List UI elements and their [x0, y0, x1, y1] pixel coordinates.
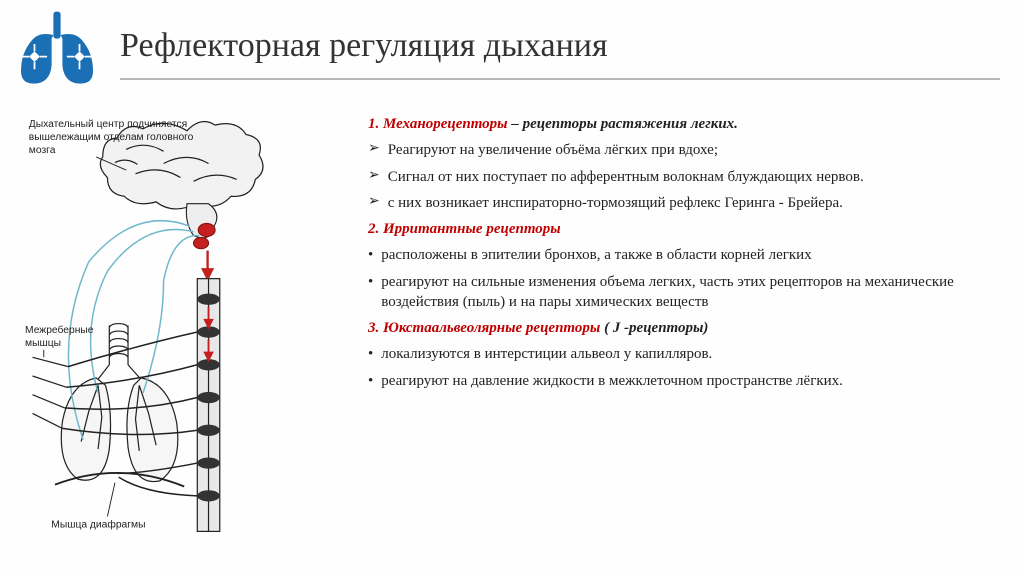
section-title-after: ( J -рецепторы) [600, 320, 708, 336]
bullet-text: реагируют на давление жидкости в межклет… [381, 371, 843, 391]
bullet-dot-icon: • [368, 371, 373, 391]
text-column: 1. Механорецепторы – рецепторы растяжени… [362, 112, 1002, 557]
chevron-icon: ➢ [368, 167, 380, 187]
section-heading: 2. Ирритантные рецепторы [368, 219, 1002, 239]
bullet-dot-icon: • [368, 272, 373, 313]
page-title: Рефлекторная регуляция дыхания [120, 27, 1012, 69]
bullet-item: • расположены в эпителии бронхов, а также… [368, 245, 1002, 265]
section-number: 2. [368, 221, 383, 237]
section-title-red: Механорецепторы [383, 116, 508, 132]
section-title-red: Ирритантные рецепторы [383, 221, 561, 237]
bullet-item: ➢ Реагируют на увеличение объёма лёгких п… [368, 140, 1002, 160]
chevron-icon: ➢ [368, 193, 380, 213]
bullet-text: локализуются в интерстиции альвеол у кап… [381, 344, 712, 364]
section-heading: 1. Механорецепторы – рецепторы растяжени… [368, 114, 1002, 134]
label-intercostal: Межреберные мышцы [25, 324, 96, 349]
label-diaphragm: Мышца диафрагмы [51, 519, 145, 531]
lungs-icon [12, 8, 102, 88]
bullet-item: ➢ с них возникает инспираторно-тормозящий… [368, 193, 1002, 213]
title-underline [120, 78, 1000, 80]
chevron-icon: ➢ [368, 140, 380, 160]
bullet-text: Сигнал от них поступает по афферентным в… [388, 167, 864, 187]
bullet-text: с них возникает инспираторно-тормозящий … [388, 193, 843, 213]
section-number: 3. [368, 320, 383, 336]
bullet-text: реагируют на сильные изменения объема ле… [381, 272, 1002, 313]
bullet-text: расположены в эпителии бронхов, а также … [381, 245, 811, 265]
anatomy-diagram: Дыхательный центр подчиняется вышележащи… [12, 112, 362, 557]
section-number: 1. [368, 116, 383, 132]
bullet-item: • локализуются в интерстиции альвеол у ка… [368, 344, 1002, 364]
section-title-after: – рецепторы растяжения легких. [508, 116, 738, 132]
section-heading: 3. Юкстаальвеолярные рецепторы ( J -реце… [368, 318, 1002, 338]
bullet-dot-icon: • [368, 344, 373, 364]
section-title-red: Юкстаальвеолярные рецепторы [383, 320, 600, 336]
bullet-text: Реагируют на увеличение объёма лёгких пр… [388, 140, 718, 160]
bullet-item: ➢ Сигнал от них поступает по афферентным … [368, 167, 1002, 187]
bullet-item: •реагируют на сильные изменения объема л… [368, 272, 1002, 313]
bullet-dot-icon: • [368, 245, 373, 265]
bullet-item: • реагируют на давление жидкости в межкле… [368, 371, 1002, 391]
